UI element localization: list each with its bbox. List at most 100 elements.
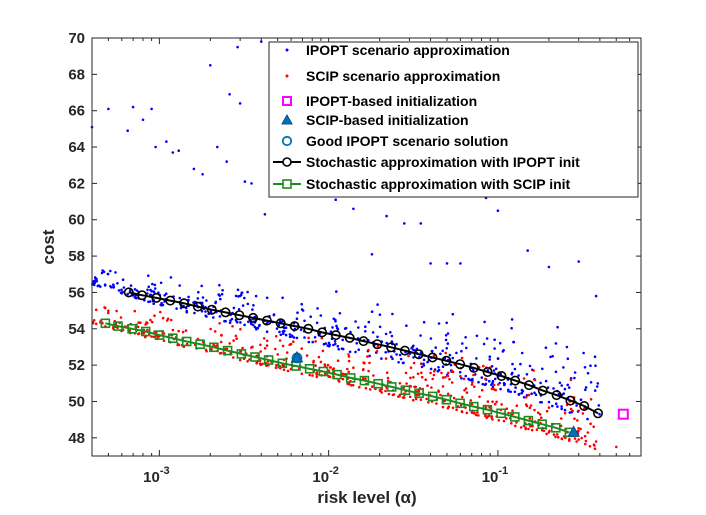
scip-scenario-point (450, 369, 454, 373)
scip-scenario-point (361, 368, 365, 372)
scip-scenario-point (286, 369, 290, 373)
y-tick-label: 54 (68, 321, 85, 338)
sa-scip-marker (195, 339, 205, 350)
x-tick-label: 10-1 (482, 465, 508, 486)
scip-scenario-point (185, 342, 189, 346)
ipopt-scenario-point (390, 340, 394, 343)
scip-scenario-point (519, 426, 523, 429)
ipopt-scenario-point-outlier (201, 173, 204, 176)
scip-scenario-point (472, 373, 475, 377)
ipopt-scenario-point (201, 296, 205, 299)
plot-frame (91, 37, 642, 457)
ipopt-scenario-point (175, 307, 178, 310)
scip-scenario-point (204, 348, 208, 352)
ipopt-scenario-point-outlier (126, 129, 129, 132)
ipopt-scenario-point (507, 390, 510, 393)
ipopt-scenario-point (246, 290, 249, 294)
sa-scip-marker (209, 342, 219, 353)
ipopt-scenario-point (340, 347, 344, 351)
legend-symbol-sa-scip-marker (282, 179, 292, 189)
ipopt-scenario-point (153, 283, 157, 287)
scip-scenario-point (212, 343, 215, 347)
ipopt-scenario-point (464, 374, 468, 378)
ipopt-scenario-point (315, 321, 319, 325)
scip-scenario-point (473, 411, 476, 415)
scip-scenario-point (329, 366, 332, 369)
ipopt-scenario-point (246, 302, 250, 306)
scip-scenario-point (320, 336, 324, 340)
ipopt-scenario-point (522, 396, 526, 399)
scip-scenario-point (259, 343, 262, 347)
scip-scenario-point (476, 411, 479, 414)
ipopt-scenario-point (560, 384, 563, 387)
ipopt-scenario-point (579, 398, 583, 402)
ipopt-scenario-point (390, 334, 394, 338)
scip-scenario-point (425, 397, 428, 401)
scip-scenario-point (274, 335, 278, 338)
ipopt-scenario-point (169, 276, 173, 279)
ipopt-scenario-point (444, 338, 448, 342)
y-tick-label: 48 (68, 430, 85, 447)
scip-scenario-point (589, 398, 593, 401)
ipopt-scenario-point-outlier (370, 253, 374, 256)
legend-label-sa-scip: Stochastic approximation with SCIP init (306, 176, 571, 192)
scip-scenario-point (92, 319, 96, 322)
sa-ipopt-marker (565, 395, 576, 406)
ipopt-scenario-point (583, 366, 587, 369)
ipopt-scenario-point-outlier (216, 145, 219, 149)
scip-scenario-point (580, 436, 583, 440)
ipopt-scenario-point (147, 285, 150, 289)
ipopt-scenario-point-outlier (250, 182, 253, 185)
y-tick-label: 62 (68, 175, 85, 192)
ticks-layer: 48 50 52 54 56 58 60 62 64 66 68 70 10-3 10-2 10-1 (68, 30, 641, 486)
ipopt-scenario-point (426, 360, 429, 364)
legend-label-good-ipopt: Good IPOPT scenario solution (306, 133, 508, 149)
ipopt-scenario-point (364, 330, 367, 333)
ipopt-scenario-point (367, 320, 371, 324)
scip-scenario-point (347, 370, 351, 374)
scip-scenario-point (573, 437, 577, 440)
scip-scenario-point (576, 419, 579, 422)
scip-scenario-point (497, 419, 501, 422)
ipopt-scenario-point (492, 369, 496, 372)
scip-scenario-point (323, 372, 327, 376)
sa-ipopt-marker (317, 327, 328, 338)
legend-symbol-scip-scenario (285, 74, 289, 78)
ipopt-scenario-point (551, 354, 554, 358)
ipopt-scenario-point (200, 284, 203, 288)
ipopt-scenario-point (534, 393, 538, 397)
scip-scenario-point (228, 342, 231, 345)
sa-scip-marker (482, 404, 493, 415)
ipopt-scenario-point (114, 271, 117, 274)
line-layer (100, 287, 603, 438)
sa-scip-marker (537, 419, 547, 430)
ipopt-scenario-point (422, 320, 426, 324)
ipopt-scenario-point (96, 284, 100, 288)
legend-symbol-sa-ipopt-marker (282, 157, 292, 167)
ipopt-scenario-point (498, 341, 502, 345)
ipopt-scenario-point (493, 338, 496, 342)
scip-scenario-point (431, 377, 435, 381)
ipopt-scenario-point (496, 357, 500, 360)
sa-ipopt-marker (579, 400, 590, 411)
scip-scenario-point (432, 373, 436, 377)
sa-scip-marker (222, 345, 233, 356)
scip-scenario-point-outlier (547, 431, 551, 434)
scip-scenario-point (463, 389, 466, 392)
scip-scenario-point (527, 393, 531, 397)
ipopt-scenario-point (520, 351, 524, 355)
scip-scenario-point (219, 340, 223, 344)
ipopt-scenario-point (283, 326, 287, 330)
scip-scenario-point (136, 325, 140, 329)
ipopt-scenario-point (288, 335, 292, 339)
scip-scenario-point (239, 350, 242, 353)
scip-scenario-point (439, 393, 442, 397)
ipopt-scenario-point (153, 287, 157, 290)
scip-scenario-point (491, 418, 494, 421)
scip-scenario-point (450, 381, 454, 384)
ipopt-scenario-point (376, 303, 379, 306)
scip-scenario-point (593, 444, 596, 447)
scip-scenario-point (352, 366, 355, 370)
scip-scenario-point (347, 355, 351, 358)
scip-scenario-point (209, 327, 212, 331)
